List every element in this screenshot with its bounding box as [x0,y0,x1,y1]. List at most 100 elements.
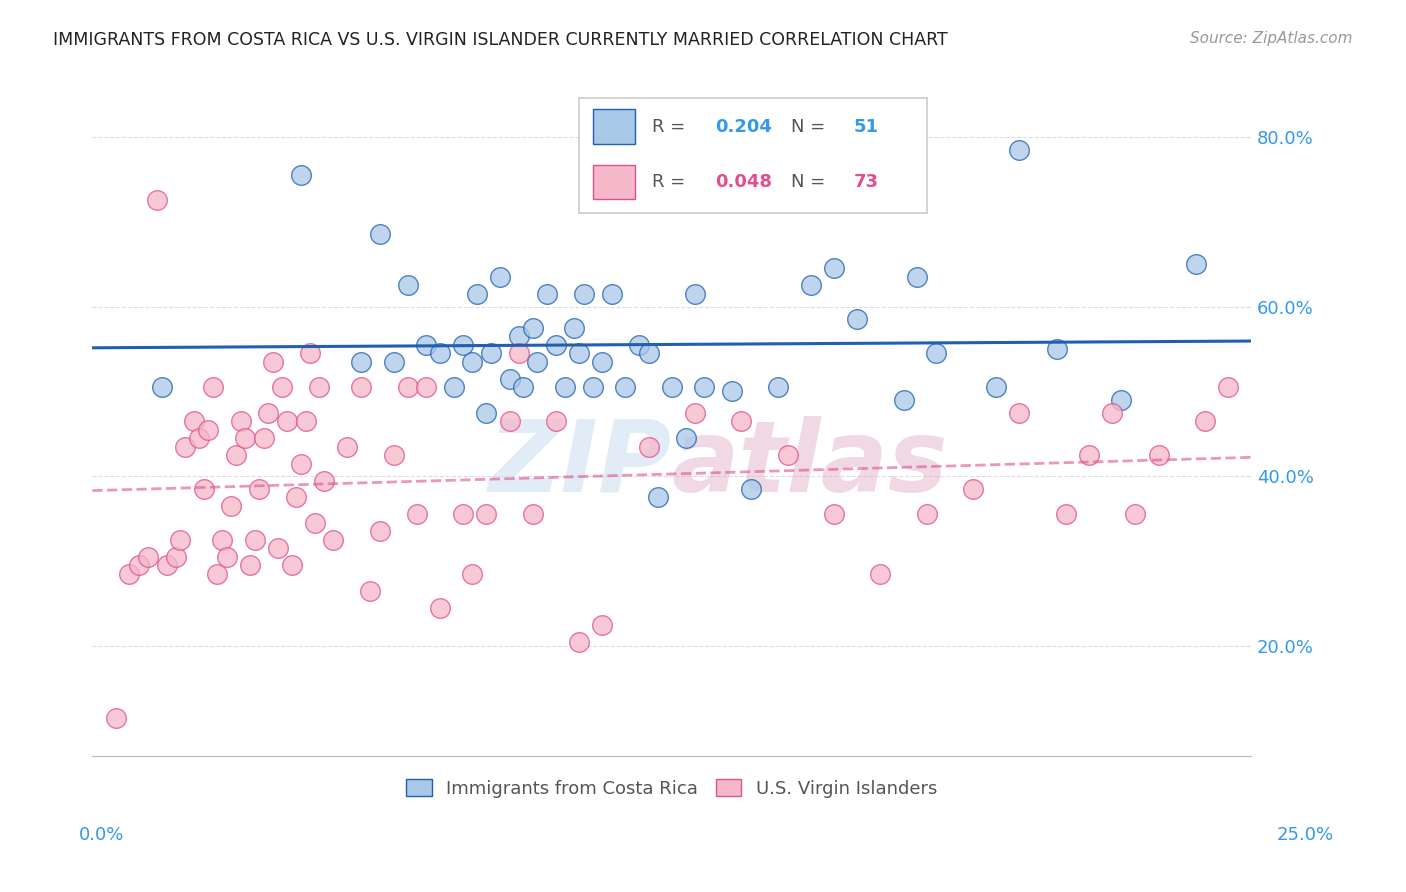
Point [1045,342,1067,356]
Point [554,380,576,394]
Point [536,286,558,301]
Point [322,533,344,547]
Point [451,337,474,351]
Point [776,448,799,462]
Point [396,278,419,293]
Point [294,414,316,428]
Point [243,533,266,547]
Point [211,533,233,547]
Point [568,634,591,648]
Point [188,431,211,445]
Point [290,457,312,471]
Point [564,320,586,334]
Point [461,355,484,369]
Point [800,278,823,293]
Point [823,261,845,276]
Point [465,286,488,301]
Point [986,380,1008,394]
Point [768,380,790,394]
Point [846,312,869,326]
Point [522,508,544,522]
Point [572,286,595,301]
Point [233,431,256,445]
Point [128,558,150,573]
Point [429,346,451,360]
Point [893,392,915,407]
Point [451,508,474,522]
Point [526,355,548,369]
Point [461,566,484,581]
Point [443,380,465,394]
Point [280,558,302,573]
Point [647,491,669,505]
Point [368,227,391,242]
Point [429,600,451,615]
Point [247,482,270,496]
Point [683,286,706,301]
Point [239,558,262,573]
Point [359,583,381,598]
Point [350,355,373,369]
Point [614,380,637,394]
Text: 25.0%: 25.0% [1277,826,1333,844]
Point [568,346,591,360]
Point [508,346,530,360]
Point [197,423,219,437]
Point [1194,414,1216,428]
Point [415,380,437,394]
Point [382,355,405,369]
Point [1054,508,1077,522]
Point [823,508,845,522]
Point [1101,406,1123,420]
Point [582,380,605,394]
Point [1147,448,1170,462]
Point [591,355,613,369]
Point [229,414,252,428]
Point [207,566,229,581]
Point [600,286,623,301]
Point [915,508,938,522]
Point [276,414,298,428]
Point [193,482,215,496]
Point [693,380,716,394]
Point [591,617,613,632]
Point [262,355,284,369]
Point [201,380,224,394]
Point [285,491,308,505]
Point [221,499,243,513]
Point [396,380,419,394]
Point [628,337,651,351]
Point [508,329,530,343]
Point [475,406,498,420]
Point [489,269,512,284]
Point [475,508,498,522]
Point [271,380,294,394]
Point [907,269,929,284]
Point [146,194,169,208]
Point [267,541,290,556]
Point [150,380,173,394]
Text: IMMIGRANTS FROM COSTA RICA VS U.S. VIRGIN ISLANDER CURRENTLY MARRIED CORRELATION: IMMIGRANTS FROM COSTA RICA VS U.S. VIRGI… [53,31,948,49]
Point [165,549,187,564]
Point [118,566,141,581]
Point [290,168,312,182]
Point [136,549,159,564]
Point [661,380,683,394]
Point [512,380,534,394]
Point [336,440,359,454]
Text: 0.0%: 0.0% [79,826,124,844]
Point [498,414,520,428]
Point [925,346,948,360]
Point [257,406,280,420]
Point [104,711,127,725]
Point [155,558,177,573]
Point [253,431,276,445]
Point [169,533,191,547]
Point [1008,406,1031,420]
Legend: Immigrants from Costa Rica, U.S. Virgin Islanders: Immigrants from Costa Rica, U.S. Virgin … [399,772,945,805]
Point [382,448,405,462]
Point [730,414,752,428]
Point [304,516,326,530]
Point [368,524,391,539]
Text: atlas: atlas [672,416,948,513]
